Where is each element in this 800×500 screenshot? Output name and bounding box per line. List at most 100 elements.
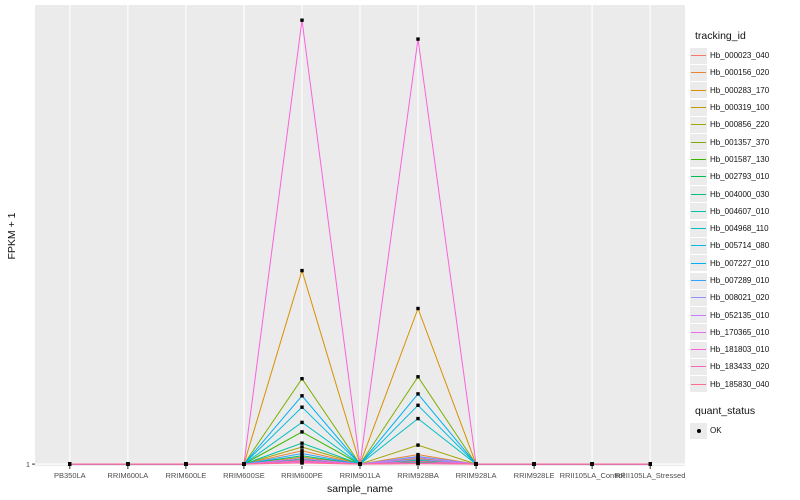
grid-lines — [35, 5, 685, 466]
x-tick-label: RRIM928BA — [397, 471, 439, 480]
legend-item: Hb_005714_080 — [690, 237, 798, 254]
legend-item: Hb_170365_010 — [690, 324, 798, 341]
legend-key — [690, 324, 707, 341]
legend-key — [690, 134, 707, 151]
x-tick-label: RRIM600LA — [107, 471, 148, 480]
data-point — [300, 18, 304, 22]
legend-key — [690, 220, 707, 237]
shape-legend-label: OK — [710, 426, 722, 436]
legend-item: Hb_001587_130 — [690, 151, 798, 168]
legend-item: Hb_000156_020 — [690, 64, 798, 81]
legend: tracking_id Hb_000023_040 Hb_000156_020 Hb… — [690, 30, 798, 439]
legend-items: Hb_000023_040 Hb_000156_020 Hb_000283_170 H… — [690, 47, 798, 393]
legend-key — [690, 82, 707, 99]
legend-item: Hb_000283_170 — [690, 82, 798, 99]
legend-key — [690, 376, 707, 393]
data-point — [68, 462, 72, 466]
legend-key — [690, 272, 707, 289]
data-point — [184, 462, 188, 466]
legend-label: Hb_170365_010 — [710, 327, 770, 337]
data-point — [416, 392, 420, 396]
data-point — [300, 454, 304, 458]
legend-key — [690, 203, 707, 220]
legend-item: Hb_004968_110 — [690, 220, 798, 237]
legend-label: Hb_004607_010 — [710, 206, 770, 216]
legend-key — [690, 358, 707, 375]
legend-key — [690, 341, 707, 358]
x-tick-label: RRII105LA_Stressed — [615, 471, 685, 480]
legend-label: Hb_004968_110 — [710, 224, 769, 234]
data-point — [416, 416, 420, 421]
legend-item: Hb_008021_020 — [690, 289, 798, 306]
shape-legend-items: OK — [690, 422, 798, 439]
data-point — [416, 443, 420, 447]
data-point — [300, 445, 304, 449]
legend-item: Hb_000023_040 — [690, 47, 798, 64]
data-point — [300, 420, 304, 425]
legend-label: Hb_002793_010 — [710, 172, 770, 182]
legend-key — [690, 99, 707, 116]
chart-area: PB350LA RRIM600LA RRIM600LE RRIM600SE RRIM60… — [6, 5, 685, 495]
x-tick-label: RRIM600PE — [281, 471, 323, 480]
data-point — [416, 459, 420, 464]
y-axis-label: FPKM + 1 — [6, 212, 18, 259]
legend-key — [690, 237, 707, 254]
legend-label: Hb_001357_370 — [710, 137, 770, 147]
legend-label: Hb_000856_220 — [710, 120, 770, 130]
legend-label: Hb_001587_130 — [710, 154, 770, 164]
legend-key — [690, 116, 707, 133]
legend-label: Hb_008021_020 — [710, 293, 770, 303]
legend-item: Hb_000856_220 — [690, 116, 798, 133]
data-point — [300, 461, 304, 465]
legend-item: Hb_001357_370 — [690, 133, 798, 151]
data-point — [242, 462, 246, 466]
data-point — [648, 462, 652, 466]
legend-key — [690, 151, 707, 168]
data-point — [300, 451, 304, 456]
data-point — [416, 455, 420, 459]
data-point — [474, 462, 478, 466]
legend-label: Hb_183433_020 — [710, 362, 770, 372]
x-axis-label: sample_name — [327, 483, 393, 495]
legend-item: Hb_004607_010 — [690, 203, 798, 220]
legend-item: Hb_000319_100 — [690, 99, 798, 116]
data-point — [532, 462, 536, 466]
data-point — [590, 462, 594, 466]
data-point — [300, 456, 304, 461]
data-point — [358, 462, 362, 466]
legend-label: Hb_007227_010 — [710, 258, 770, 268]
data-point — [300, 430, 304, 434]
y-axis: 1 — [26, 460, 35, 469]
x-tick-label: RRIM600LE — [165, 471, 206, 480]
legend-key — [690, 307, 707, 324]
shape-legend-key — [690, 422, 707, 439]
x-tick-label: RRIM928LA — [456, 471, 497, 480]
legend-label: Hb_005714_080 — [710, 241, 770, 251]
legend-item: Hb_002793_010 — [690, 168, 798, 185]
data-point — [300, 377, 304, 381]
y-tick-label: 1 — [26, 460, 30, 469]
legend-item: Hb_007227_010 — [690, 255, 798, 272]
legend-label: Hb_004000_030 — [710, 189, 770, 199]
x-tick-label: RRII105LA_Control — [560, 471, 625, 480]
x-tick-label: RRIM600SE — [223, 471, 265, 480]
data-point — [300, 268, 304, 273]
legend-label: Hb_000319_100 — [710, 103, 770, 113]
shape-legend-title: quant_status — [695, 404, 756, 417]
x-tick-label: PB350LA — [54, 471, 86, 480]
legend-label: Hb_185830_040 — [710, 379, 770, 389]
legend-item: Hb_004000_030 — [690, 185, 798, 203]
legend-key — [690, 255, 707, 272]
data-point — [300, 449, 304, 453]
legend-key — [690, 168, 707, 185]
legend-label: Hb_000023_040 — [710, 51, 770, 61]
data-points — [68, 18, 652, 466]
legend-label: Hb_181803_010 — [710, 345, 770, 355]
legend-item: Hb_183433_020 — [690, 358, 798, 375]
x-tick-label: RRIM901LA — [340, 471, 381, 480]
legend-label: Hb_007289_010 — [710, 276, 770, 285]
legend-key — [690, 186, 707, 203]
data-point — [416, 37, 420, 41]
legend-item: Hb_185830_040 — [690, 376, 798, 393]
data-point — [126, 462, 130, 466]
